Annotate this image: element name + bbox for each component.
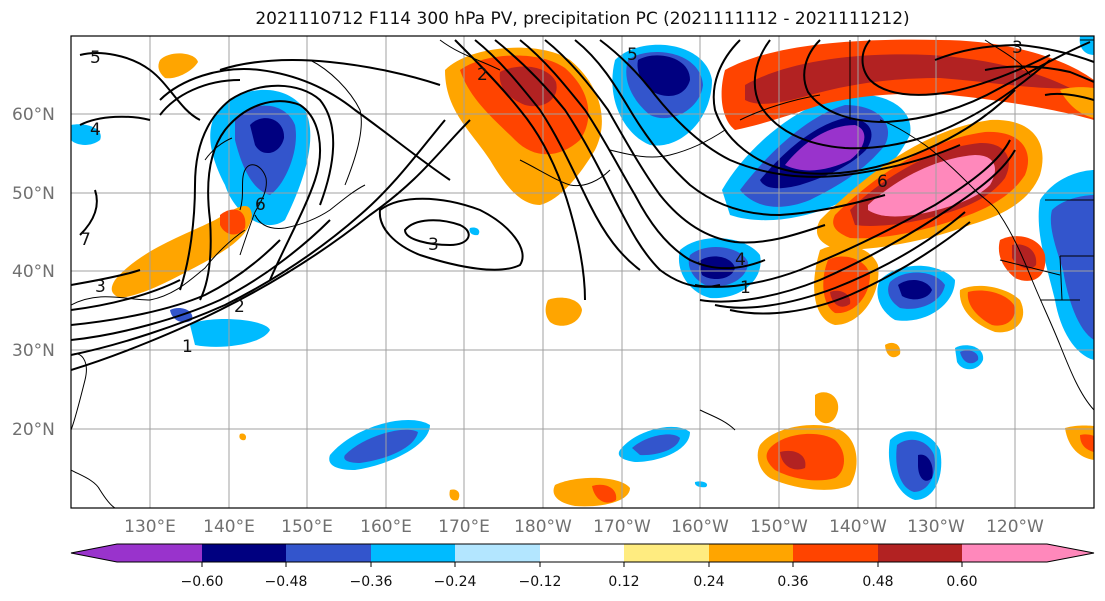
colorbar-tick-label: 0.48 <box>862 574 893 590</box>
contour-label: 7 <box>80 230 91 250</box>
lat-label: 30°N <box>12 341 55 361</box>
longitude-labels: 130°E 140°E 150°E 160°E 170°E 180°W 170°… <box>124 517 1044 537</box>
map-title: 2021110712 F114 300 hPa PV, precipitatio… <box>255 9 910 29</box>
colorbar-swatch <box>624 544 709 562</box>
lon-label: 160°E <box>360 517 412 537</box>
latitude-labels: 60°N 50°N 40°N 30°N 20°N <box>12 105 55 440</box>
colorbar-swatch <box>962 544 1047 562</box>
colorbar-swatch <box>71 544 117 562</box>
colorbar-swatch <box>1047 544 1094 562</box>
contour-label: 2 <box>234 297 245 317</box>
lon-label: 120°W <box>986 517 1044 537</box>
colorbar-swatch <box>371 544 456 562</box>
colorbar-tick-label: 0.12 <box>608 574 639 590</box>
colorbar: −0.60 −0.48 −0.36 −0.24 −0.12 0.12 0.24 … <box>70 543 1095 590</box>
contour-label: 1 <box>740 278 751 298</box>
lon-label: 140°E <box>203 517 255 537</box>
contour-label: 3 <box>1012 38 1023 58</box>
colorbar-tick-label: 0.36 <box>777 574 808 590</box>
lon-label: 150°E <box>281 517 333 537</box>
map-frame <box>70 35 1095 509</box>
contour-label: 4 <box>90 120 101 140</box>
colorbar-swatch <box>455 544 540 562</box>
lat-label: 40°N <box>12 262 55 282</box>
lon-label: 170°W <box>593 517 651 537</box>
contour-label: 3 <box>428 235 439 255</box>
colorbar-tick-label: −0.60 <box>181 574 224 590</box>
contour-label: 6 <box>255 195 266 215</box>
contour-label: 5 <box>627 45 638 65</box>
colorbar-tick-label: −0.24 <box>434 574 477 590</box>
lat-label: 50°N <box>12 184 55 204</box>
contour-label: 2 <box>477 65 488 85</box>
lon-label: 140°W <box>829 517 887 537</box>
lon-label: 130°E <box>124 517 176 537</box>
lon-label: 180°W <box>514 517 572 537</box>
contour-labels: 3 2 1 4 5 6 7 3 4 1 2 6 5 3 <box>80 38 1023 357</box>
colorbar-swatch <box>540 544 625 562</box>
lon-label: 150°W <box>750 517 808 537</box>
colorbar-swatch <box>286 544 371 562</box>
colorbar-swatch <box>878 544 963 562</box>
colorbar-tick-label: 0.60 <box>946 574 977 590</box>
lon-label: 130°W <box>907 517 965 537</box>
lon-label: 160°W <box>671 517 729 537</box>
colorbar-swatch <box>117 544 202 562</box>
contour-label: 5 <box>90 48 101 68</box>
colorbar-tick-label: 0.24 <box>693 574 724 590</box>
colorbar-tick-label: −0.36 <box>350 574 393 590</box>
lat-label: 60°N <box>12 105 55 125</box>
contour-label: 3 <box>95 277 106 297</box>
colorbar-swatch <box>793 544 878 562</box>
contour-label: 4 <box>735 250 746 270</box>
contour-label: 6 <box>877 172 888 192</box>
colorbar-swatch <box>202 544 287 562</box>
lat-label: 20°N <box>12 420 55 440</box>
colorbar-swatch <box>709 544 794 562</box>
colorbar-outline <box>70 543 1095 563</box>
colorbar-tick-label: −0.12 <box>519 574 562 590</box>
pv-contours <box>71 39 1094 371</box>
contour-label: 1 <box>182 337 193 357</box>
colorbar-tick-label: −0.48 <box>265 574 308 590</box>
lon-label: 170°E <box>438 517 490 537</box>
